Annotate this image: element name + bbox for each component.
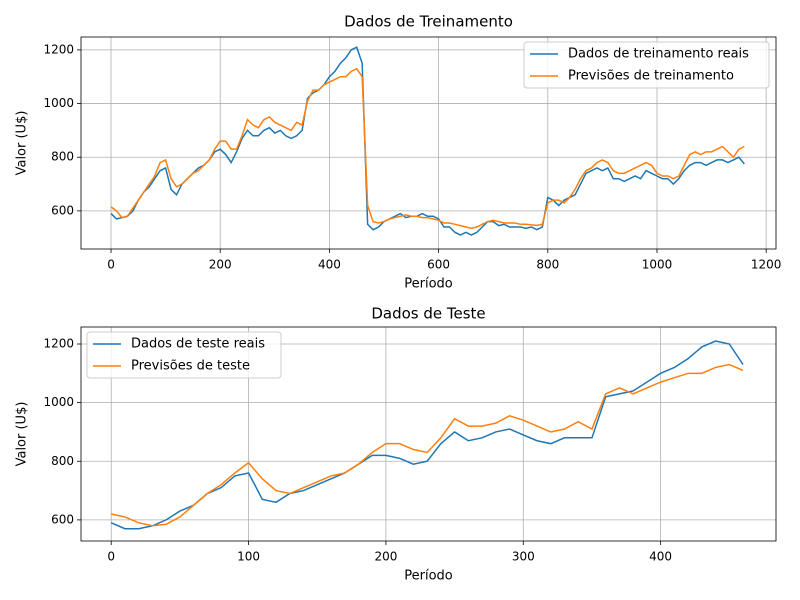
legend-box xyxy=(86,331,282,379)
legend-label: Dados de treinamento reais xyxy=(568,47,749,62)
x-tick-label: 200 xyxy=(374,550,397,564)
axes-frame xyxy=(80,36,777,250)
subplot: Dados de Treinamento 0 200 400 600 800 1000 120… xyxy=(15,13,782,292)
axes-frame xyxy=(80,326,777,542)
legend-label: Previsões de treinamento xyxy=(568,69,734,84)
y-tick-label: 800 xyxy=(51,150,74,164)
y-tick-label: 800 xyxy=(51,454,74,468)
y-tick-label: 1000 xyxy=(43,395,74,409)
legend-label: Dados de teste reais xyxy=(131,337,265,352)
x-axis-label: Período xyxy=(404,569,453,584)
subplot: Dados de Teste 0 100 200 300 400 600 800 1000 120… xyxy=(15,305,777,584)
y-tick-label: 1200 xyxy=(43,42,74,56)
legend-label: Previsões de teste xyxy=(131,359,250,374)
data-line xyxy=(111,363,744,527)
x-tick-label: 1200 xyxy=(751,258,782,272)
chart-title: Dados de Teste xyxy=(371,305,485,323)
x-tick-label: 300 xyxy=(512,550,535,564)
legend: Dados de treinamento reais Previsões de t… xyxy=(523,41,770,89)
y-axis-label: Valor (U$) xyxy=(15,402,30,467)
x-tick-label: 800 xyxy=(536,258,559,272)
y-tick-label: 1200 xyxy=(43,337,74,351)
x-tick-label: 600 xyxy=(427,258,450,272)
data-line xyxy=(110,67,745,230)
x-axis-label: Período xyxy=(404,277,453,292)
data-line xyxy=(110,340,744,530)
y-tick-label: 600 xyxy=(51,512,74,526)
x-tick-label: 1000 xyxy=(642,258,673,272)
y-tick-label: 600 xyxy=(51,203,74,217)
x-tick-label: 100 xyxy=(237,550,260,564)
data-line xyxy=(110,46,745,236)
x-tick-label: 0 xyxy=(107,550,115,564)
x-tick-label: 200 xyxy=(209,258,232,272)
y-tick-label: 1000 xyxy=(43,96,74,110)
chart-title: Dados de Treinamento xyxy=(344,13,513,31)
legend-box xyxy=(523,41,770,89)
y-axis-label: Valor (U$) xyxy=(15,111,30,176)
legend: Dados de teste reais Previsões de teste xyxy=(86,331,282,379)
x-tick-label: 400 xyxy=(649,550,672,564)
x-tick-label: 400 xyxy=(318,258,341,272)
x-tick-label: 0 xyxy=(107,258,115,272)
